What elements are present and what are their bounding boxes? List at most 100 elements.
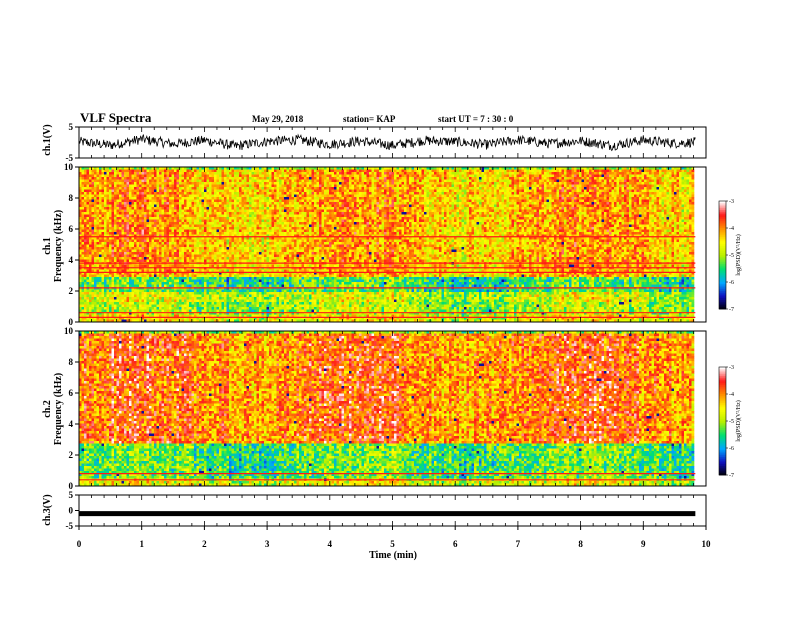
ch1-spectrogram-cell: [299, 175, 302, 178]
ch1-spectrogram-cell: [557, 172, 560, 175]
ch1-spectrogram-cell: [617, 175, 620, 178]
ch1-spectrogram-cell: [174, 170, 177, 173]
ch1-spectrogram-cell: [567, 175, 570, 178]
ch1-spectrogram-cell: [257, 170, 260, 173]
ch1-spectrogram-cell: [507, 172, 510, 175]
ch1-spectrogram-cell: [224, 170, 227, 173]
ch1-spectrogram-cell: [354, 175, 357, 178]
ch1-spectrogram-cell: [189, 175, 192, 178]
ch1-spectrogram-cell: [522, 172, 525, 175]
ch1-spectrogram-cell: [472, 175, 475, 178]
ch1-spectrogram-cell: [584, 172, 587, 175]
ch1-spectrogram-cell: [687, 170, 690, 173]
vlf-spectra-figure: VLF Spectra May 29, 2018 station= KAP st…: [0, 0, 792, 612]
ch1-spectrogram-cell: [259, 172, 262, 175]
ch1-spectrogram-cell: [554, 175, 557, 178]
ch1-spectrogram-cell: [552, 172, 555, 175]
ch1-spectrogram-cell: [467, 175, 470, 178]
ch1-spectrogram-cell: [649, 170, 652, 173]
ch1-spectrogram-cell: [174, 172, 177, 175]
ch1-spectrogram-cell: [324, 172, 327, 175]
ch1-spectrogram-cell: [249, 170, 252, 173]
ch1-spectrogram-cell: [294, 175, 297, 178]
ch1-spectrogram-cell: [547, 170, 550, 173]
ch1-spectrogram-cell: [304, 172, 307, 175]
ch1-spectrogram-cell: [297, 175, 300, 178]
ch1-spectrogram-cell: [582, 175, 585, 178]
ch1-spectrogram-cell: [562, 170, 565, 173]
ch1-spectrogram-cell: [672, 170, 675, 173]
ch1-spectrogram-cell: [599, 172, 602, 175]
ch1-spectrogram-cell: [527, 172, 530, 175]
ch1-spectrogram-cell: [94, 172, 97, 175]
ch1-spectrogram-cell: [314, 170, 317, 173]
ch1-spectrogram-cell: [152, 172, 155, 175]
ch1-spectrogram-cell: [589, 175, 592, 178]
ch1-spectrogram-cell: [102, 172, 105, 175]
ch1-spectrogram-cell: [337, 172, 340, 175]
ch1-spectrogram-cell: [507, 175, 510, 178]
ch1-spectrogram-cell: [397, 175, 400, 178]
ch1-spectrogram-cell: [214, 170, 217, 173]
ch1-spectrogram-cell: [669, 175, 672, 178]
ch1-spectrogram-cell: [209, 177, 212, 180]
ch1-spectrogram-cell: [184, 170, 187, 173]
ch1-spectrogram-cell: [552, 170, 555, 173]
ch1-spectrogram-cell: [634, 170, 637, 173]
ch1-spectrogram-cell: [644, 172, 647, 175]
ch1-spectrogram-cell: [692, 170, 695, 173]
ch1-spectrogram-cell: [227, 170, 230, 173]
ch1-spectrogram-cell: [512, 172, 515, 175]
ch1-spectrogram-cell: [457, 175, 460, 178]
ch1-spectrogram-cell: [419, 170, 422, 173]
ch1-spectrogram-cell: [589, 172, 592, 175]
ch1-spectrogram-cell: [524, 175, 527, 178]
ch1-spectrogram-cell: [437, 172, 440, 175]
figure-svg: VLF Spectra May 29, 2018 station= KAP st…: [0, 0, 792, 612]
ch1-spectrogram-cell: [287, 172, 290, 175]
ch1-spectrogram-cell: [134, 177, 137, 180]
ch1-spectrogram-cell: [359, 172, 362, 175]
ch1-spectrogram-cell: [484, 172, 487, 175]
ch1-spectrogram-cell: [327, 175, 330, 178]
ch1-spectrogram-cell: [137, 172, 140, 175]
ch1-spectrogram-cell: [514, 170, 517, 173]
ch1-spectrogram-cell: [92, 177, 95, 180]
ch1-spectrogram-cell: [257, 175, 260, 178]
ch1-spectrogram-cell: [224, 175, 227, 178]
ch1-spectrogram-cell: [252, 175, 255, 178]
ch1-spectrogram-cells: [79, 167, 694, 322]
ch1-spectrogram-cell: [662, 170, 665, 173]
ch1-spectrogram-cell: [547, 172, 550, 175]
ch1-spectrogram-cell: [144, 172, 147, 175]
ch1-spectrogram-cell: [389, 172, 392, 175]
ch1-spectrogram-cell: [199, 172, 202, 175]
ch1-spectrogram-cell: [269, 175, 272, 178]
ch1-spectrogram-cell: [579, 175, 582, 178]
start-ut-label: start UT = 7 : 30 : 0: [438, 114, 514, 124]
ch1-spectrogram-cell: [447, 172, 450, 175]
ch1-spectrogram-cell: [179, 177, 182, 180]
ch1-spectrogram-cell: [477, 175, 480, 178]
ch1-spectrogram-cell: [517, 172, 520, 175]
ch1-spectrogram-cell: [87, 177, 90, 180]
ch1-spectrogram-cell: [482, 172, 485, 175]
ch1-spectrogram-cell: [382, 170, 385, 173]
ch1-spectrogram-cell: [207, 170, 210, 173]
ch1-spectrogram-cell: [614, 172, 617, 175]
ch1-spectrogram-cell: [247, 172, 250, 175]
ch1-spectrogram-cell: [414, 172, 417, 175]
ch1-spectrogram-cell: [464, 175, 467, 178]
ch1-spectrogram-cell: [127, 177, 130, 180]
ch1-spectrogram-cell: [672, 175, 675, 178]
ch1-spectrogram-cell: [527, 170, 530, 173]
ch1-spectrogram-cell: [424, 170, 427, 173]
ch1-spectrogram-cell: [404, 175, 407, 178]
ch1-spectrogram-cell: [539, 175, 542, 178]
ch1-spectrogram-cell: [194, 177, 197, 180]
ch1-spectrogram-cell: [107, 175, 110, 178]
ch1-spectrogram-cell: [607, 172, 610, 175]
ch1-spectrogram-cell: [684, 175, 687, 178]
ch1-spectrogram-cell: [332, 170, 335, 173]
ch1-spectrogram-cell: [447, 175, 450, 178]
